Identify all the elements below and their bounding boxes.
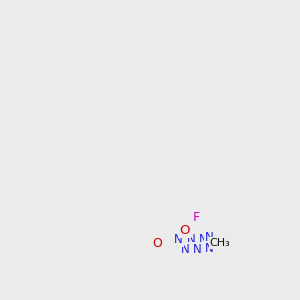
Text: F: F: [193, 212, 200, 224]
Text: N: N: [180, 243, 189, 256]
Text: N: N: [192, 243, 201, 256]
Text: N: N: [186, 233, 195, 246]
Text: O: O: [152, 237, 162, 250]
Text: O: O: [179, 224, 190, 237]
Text: N: N: [174, 233, 183, 246]
Text: N: N: [205, 242, 214, 255]
Text: N: N: [198, 233, 207, 246]
Text: CH₃: CH₃: [210, 238, 230, 248]
Text: N: N: [205, 231, 214, 244]
Text: N: N: [192, 243, 201, 256]
